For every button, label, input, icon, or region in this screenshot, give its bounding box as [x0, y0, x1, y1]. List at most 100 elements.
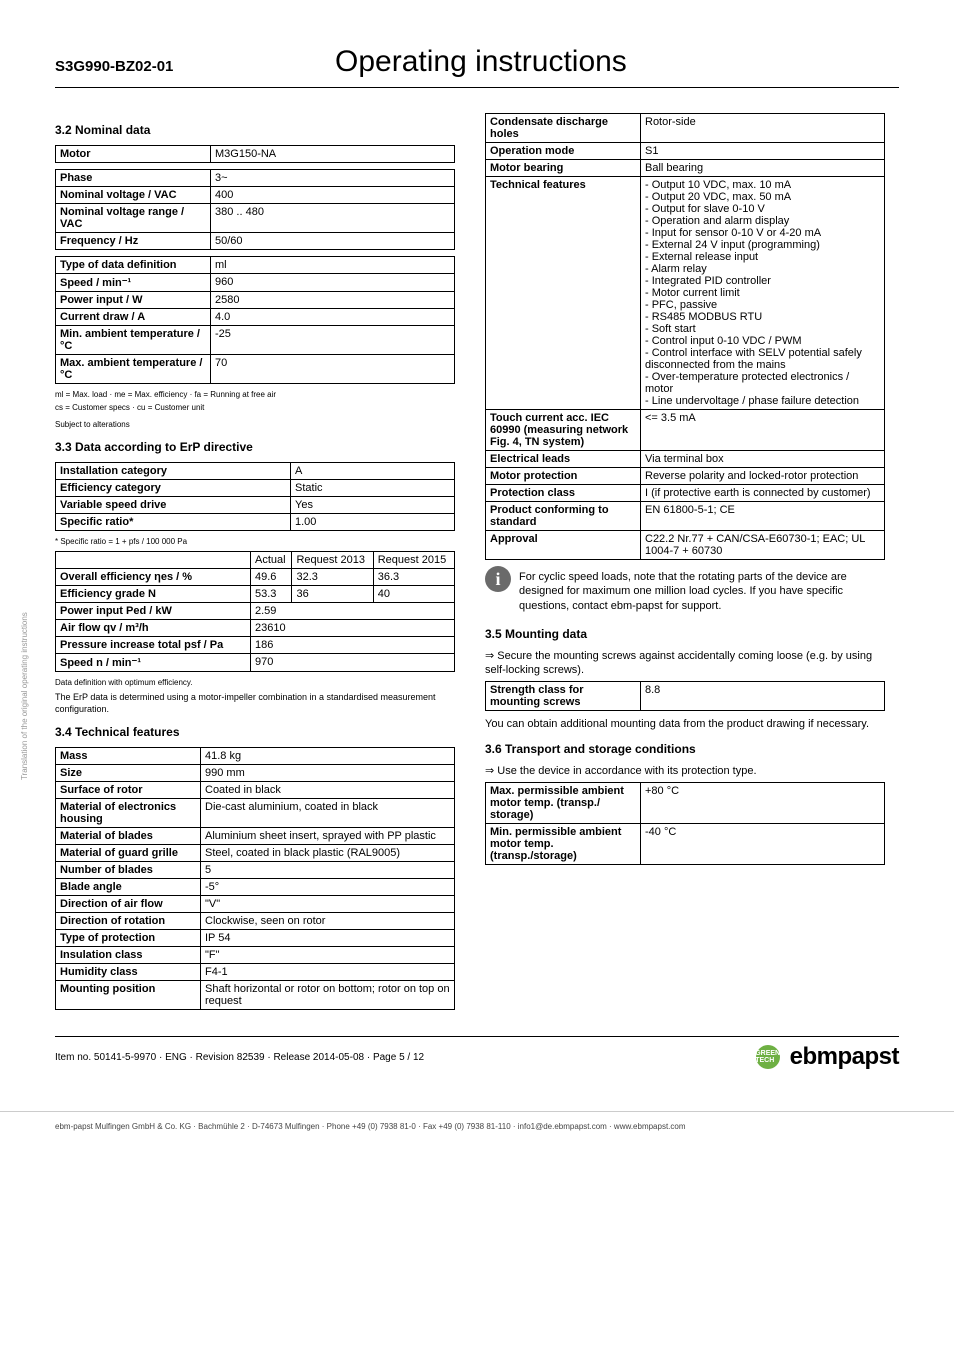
footer-company-info: ebm-papst Mulfingen GmbH & Co. KG · Bach…: [0, 1111, 954, 1141]
note-data-def: Data definition with optimum efficiency.: [55, 678, 455, 688]
table-row-label: Overall efficiency ηes / %: [56, 568, 251, 585]
table-row-value: 990 mm: [201, 765, 455, 782]
table-row-label: Direction of air flow: [56, 896, 201, 913]
info-note: i For cyclic speed loads, note that the …: [485, 566, 885, 617]
table-row-label: Direction of rotation: [56, 913, 201, 930]
mounting-table: Strength class for mounting screws8.8: [485, 681, 885, 711]
info-text: For cyclic speed loads, note that the ro…: [519, 570, 885, 613]
table-row-value: 380 .. 480: [211, 204, 455, 233]
erp-table-2: ActualRequest 2013Request 2015Overall ef…: [55, 551, 455, 672]
table-row-value: 70: [211, 355, 455, 384]
footer: Item no. 50141-5-9970 · ENG · Revision 8…: [55, 1036, 899, 1071]
table-row-value: - Output 10 VDC, max. 10 mA - Output 20 …: [641, 177, 885, 410]
table-row-value: Yes: [291, 497, 455, 514]
table-row-value: Ball bearing: [641, 160, 885, 177]
table-row-label: Min. permissible ambient motor temp. (tr…: [486, 824, 641, 865]
motor-value: M3G150-NA: [211, 146, 455, 163]
table-row-label: Min. ambient temperature / °C: [56, 326, 211, 355]
table-row-value: 3~: [211, 170, 455, 187]
table-row-value: 2580: [211, 292, 455, 309]
table-row-label: Motor protection: [486, 468, 641, 485]
table-row-value: 50/60: [211, 233, 455, 250]
table-row-label: Motor bearing: [486, 160, 641, 177]
table-row-label: Operation mode: [486, 143, 641, 160]
table-row-value: ml: [211, 257, 455, 274]
table-row-value: 960: [211, 274, 455, 292]
tech-features-table-2: Condensate discharge holesRotor-sideOper…: [485, 113, 885, 560]
nominal-table-1: Phase3~Nominal voltage / VAC400Nominal v…: [55, 169, 455, 250]
table-row-value: 400: [211, 187, 455, 204]
table-row-label: Phase: [56, 170, 211, 187]
table-row-label: Touch current acc. IEC 60990 (measuring …: [486, 410, 641, 451]
mounting-note: You can obtain additional mounting data …: [485, 717, 885, 731]
table-row-label: Air flow qv / m³/h: [56, 619, 251, 636]
table-row-value: I (if protective earth is connected by c…: [641, 485, 885, 502]
table-row-label: Number of blades: [56, 862, 201, 879]
table-row-value: Clockwise, seen on rotor: [201, 913, 455, 930]
section-3-3-heading: 3.3 Data according to ErP directive: [55, 440, 455, 454]
table-row-label: Power input Ped / kW: [56, 602, 251, 619]
table-row-label: Product conforming to standard: [486, 502, 641, 531]
table-row-value: Rotor-side: [641, 114, 885, 143]
table-row-value: -25: [211, 326, 455, 355]
green-tech-icon: GREEN TECH: [756, 1045, 780, 1069]
table-row-value: +80 °C: [641, 783, 885, 824]
table-row-value: <= 3.5 mA: [641, 410, 885, 451]
mounting-bullet-text: Secure the mounting screws against accid…: [485, 650, 872, 676]
table-row-value: 5: [201, 862, 455, 879]
left-column: 3.2 Nominal data Motor M3G150-NA Phase3~…: [55, 113, 455, 1016]
table-row-label: Electrical leads: [486, 451, 641, 468]
table-row-label: Specific ratio*: [56, 514, 291, 531]
table-row-label: Installation category: [56, 463, 291, 480]
table-row-label: Type of protection: [56, 930, 201, 947]
table-row-value: IP 54: [201, 930, 455, 947]
erp-table-1: Installation categoryAEfficiency categor…: [55, 462, 455, 531]
note-subject: Subject to alterations: [55, 420, 455, 430]
table-row-label: Condensate discharge holes: [486, 114, 641, 143]
table-row-value: C22.2 Nr.77 + CAN/CSA-E60730-1; EAC; UL …: [641, 531, 885, 560]
table-row-value: Coated in black: [201, 782, 455, 799]
page-header: S3G990-BZ02-01 Operating instructions: [55, 45, 899, 88]
table-row-label: Humidity class: [56, 964, 201, 981]
table-row-label: Blade angle: [56, 879, 201, 896]
side-translation-text: Translation of the original operating in…: [20, 612, 29, 780]
table-row-label: Frequency / Hz: [56, 233, 211, 250]
table-row-label: Mass: [56, 748, 201, 765]
table-row-value: A: [291, 463, 455, 480]
table-row-value: F4-1: [201, 964, 455, 981]
nominal-table-2: Type of data definitionmlSpeed / min⁻¹96…: [55, 256, 455, 384]
table-row-label: Efficiency category: [56, 480, 291, 497]
motor-label: Motor: [56, 146, 211, 163]
table-row-label: Material of blades: [56, 828, 201, 845]
table-row-label: Variable speed drive: [56, 497, 291, 514]
table-row-label: Mounting position: [56, 981, 201, 1010]
info-icon: i: [485, 566, 511, 592]
mounting-bullet: ⇒ Secure the mounting screws against acc…: [485, 649, 885, 678]
footer-item-info: Item no. 50141-5-9970 · ENG · Revision 8…: [55, 1052, 424, 1063]
note-erp: The ErP data is determined using a motor…: [55, 692, 455, 715]
table-row-label: Material of electronics housing: [56, 799, 201, 828]
table-row-value: Static: [291, 480, 455, 497]
table-row-label: Max. permissible ambient motor temp. (tr…: [486, 783, 641, 824]
table-row-value: Aluminium sheet insert, sprayed with PP …: [201, 828, 455, 845]
table-row-label: Nominal voltage / VAC: [56, 187, 211, 204]
table-row-label: Protection class: [486, 485, 641, 502]
table-row-label: Speed n / min⁻¹: [56, 653, 251, 671]
transport-bullet-text: Use the device in accordance with its pr…: [497, 765, 756, 777]
table-row-label: Efficiency grade N: [56, 585, 251, 602]
table-row-label: Technical features: [486, 177, 641, 410]
table-row-value: 1.00: [291, 514, 455, 531]
table-row-label: Nominal voltage range / VAC: [56, 204, 211, 233]
table-row-label: Strength class for mounting screws: [486, 682, 641, 711]
table-row-label: Speed / min⁻¹: [56, 274, 211, 292]
table-row-label: Type of data definition: [56, 257, 211, 274]
table-row-label: Pressure increase total psf / Pa: [56, 636, 251, 653]
section-3-5-heading: 3.5 Mounting data: [485, 627, 885, 641]
table-row-label: Max. ambient temperature / °C: [56, 355, 211, 384]
product-code: S3G990-BZ02-01: [55, 58, 335, 75]
table-row-label: Current draw / A: [56, 309, 211, 326]
section-3-6-heading: 3.6 Transport and storage conditions: [485, 742, 885, 756]
note-cs: cs = Customer specs · cu = Customer unit: [55, 403, 455, 413]
table-row-label: Approval: [486, 531, 641, 560]
table-row-value: Steel, coated in black plastic (RAL9005): [201, 845, 455, 862]
